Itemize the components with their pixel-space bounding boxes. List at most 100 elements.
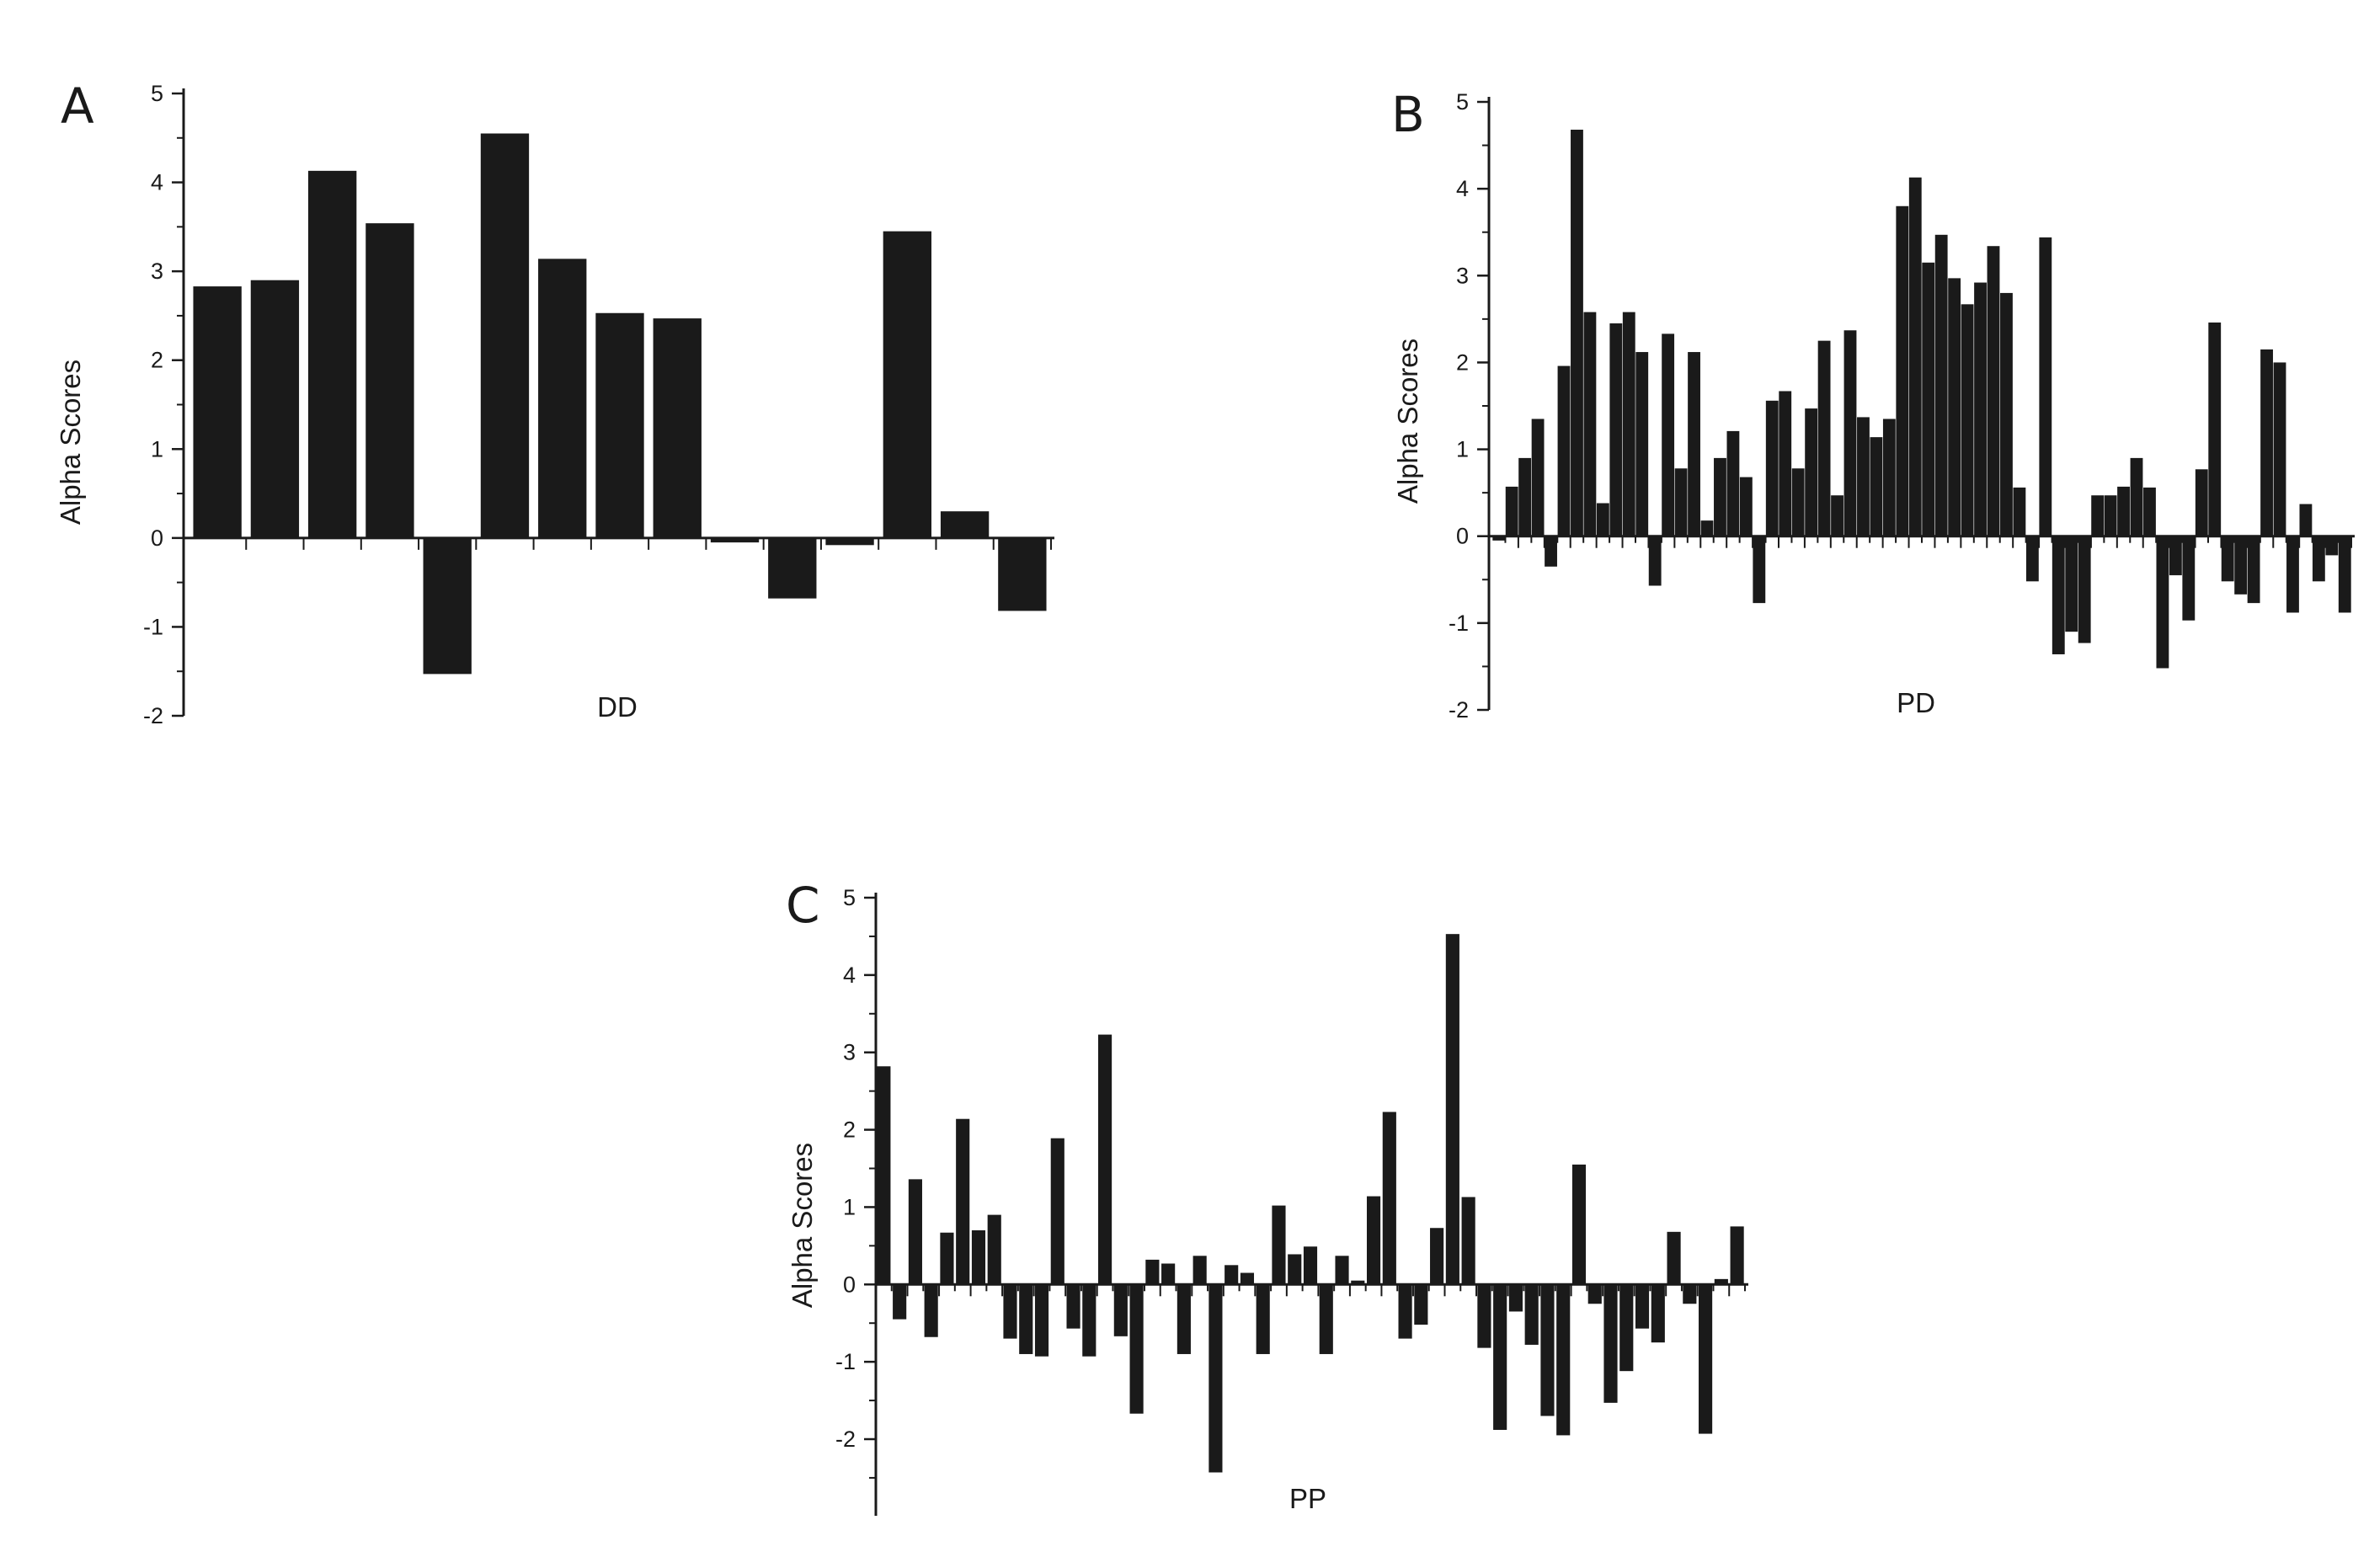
- panel-b-bar: [1805, 408, 1818, 536]
- panel-b-bar: [1492, 536, 1506, 541]
- panel-b-bar: [2182, 536, 2196, 621]
- panel-a-x-axis-title: DD: [597, 691, 638, 723]
- panel-b-bar: [2065, 536, 2078, 632]
- panel-a-y-tick-label: 3: [151, 259, 163, 284]
- panel-c-bar: [1714, 1278, 1728, 1285]
- panel-b-y-tick-label: -1: [1449, 611, 1469, 636]
- panel-b-y-tick-label: 0: [1456, 524, 1469, 549]
- panel-b-bar: [2260, 349, 2273, 536]
- panel-b-y-tick-label: 5: [1456, 89, 1469, 115]
- panel-b-y-axis-title: Alpha Scores: [1392, 339, 1423, 504]
- panel-a-bar: [423, 537, 472, 675]
- panel-b-bar: [2195, 469, 2208, 536]
- panel-c-bar: [1635, 1284, 1650, 1329]
- panel-c-bar: [1477, 1284, 1491, 1348]
- panel-c-bar: [1651, 1284, 1665, 1343]
- panel-b-bar: [1674, 468, 1688, 536]
- panel-c-y-tick-label: 2: [843, 1117, 856, 1143]
- panel-c-bar: [1619, 1284, 1634, 1372]
- panel-b-bar: [1896, 205, 1909, 536]
- panel-b-bar: [1791, 468, 1805, 536]
- panel-b-bar: [1545, 536, 1557, 567]
- panel-b-y-tick-label: 2: [1456, 349, 1469, 375]
- panel-c-bar: [1225, 1265, 1239, 1285]
- panel-b-bar: [1987, 246, 2000, 536]
- panel-c-bar: [1540, 1284, 1555, 1416]
- panel-c-bar: [1272, 1205, 1286, 1285]
- panel-a-bar: [768, 537, 817, 599]
- panel-b-bar: [1831, 495, 1843, 536]
- panel-b-bar: [1505, 486, 1518, 536]
- panel-c-bar: [1113, 1284, 1128, 1336]
- panel-b-bar: [1688, 352, 1700, 536]
- panel-c-bar: [1382, 1112, 1396, 1285]
- panel-b-bar: [2130, 457, 2143, 536]
- panel-a-y-tick-label: 0: [151, 525, 163, 551]
- panel-c-x-axis-title: PP: [1289, 1483, 1326, 1514]
- panel-b-bar: [1934, 234, 1948, 536]
- panel-a-chart: -2 -1 0 1 2 3 4 5 DD Alpha Scores A: [55, 77, 1054, 728]
- panel-b-x-axis-title: PD: [1897, 687, 1935, 718]
- panel-b-bar: [1662, 333, 1675, 536]
- panel-b-bar: [1817, 340, 1831, 536]
- panel-a-bar: [365, 223, 414, 538]
- panel-c-bar: [1193, 1256, 1207, 1285]
- panel-a-bar: [538, 259, 587, 538]
- panel-a-bar: [998, 537, 1047, 611]
- panel-b-bar: [2143, 487, 2156, 536]
- panel-c-bar: [1145, 1259, 1160, 1285]
- panel-b-letter: B: [1391, 86, 1425, 143]
- panel-c-bar: [1556, 1284, 1571, 1436]
- panel-c-bar: [1176, 1284, 1191, 1354]
- panel-c-bar: [1003, 1284, 1017, 1339]
- panel-c-bar: [987, 1214, 1001, 1285]
- panel-b-bar: [2247, 536, 2260, 604]
- panel-c-bar: [1303, 1246, 1318, 1285]
- panel-b-bar: [2312, 536, 2325, 582]
- panel-b-y-tick-label: 4: [1456, 176, 1469, 201]
- panel-a-y-tick-label: 2: [151, 348, 163, 373]
- panel-c-chart: -2 -1 0 1 2 3 4 5 PP Alpha Scores C: [786, 877, 1748, 1516]
- panel-c-bar: [1430, 1228, 1444, 1285]
- panel-a-bar: [480, 133, 530, 538]
- panel-b-bar: [1908, 177, 1922, 536]
- panel-c-bar: [1603, 1284, 1618, 1403]
- panel-c-bar: [1019, 1284, 1033, 1354]
- panel-b-bar: [2221, 536, 2234, 582]
- panel-c-bar: [1461, 1197, 1475, 1285]
- panel-b-bar: [2104, 495, 2117, 536]
- panel-b-bar: [2117, 486, 2130, 536]
- panel-b-y-tick-label: 1: [1456, 437, 1469, 462]
- panel-b-bar: [2052, 536, 2065, 654]
- panel-c-bar: [1050, 1138, 1064, 1285]
- panel-c-bar: [1129, 1284, 1144, 1414]
- panel-c-y-tick-label: -1: [835, 1349, 856, 1374]
- panel-a-y-tick-label: -2: [143, 703, 163, 728]
- panel-b-bar: [1714, 457, 1726, 536]
- panel-b-bar: [2000, 292, 2013, 536]
- panel-b-bar: [1870, 437, 1883, 536]
- panel-b-bar: [2286, 536, 2299, 613]
- panel-c-bar: [1161, 1263, 1176, 1285]
- panel-b-bar: [1882, 419, 1896, 536]
- panel-b-bar: [1726, 430, 1740, 536]
- panel-c-bar: [877, 1066, 891, 1285]
- panel-b-bar: [1531, 419, 1545, 536]
- panel-a-bar: [193, 286, 242, 538]
- panel-b-bar: [1583, 312, 1597, 536]
- panel-b-bar: [1518, 457, 1532, 536]
- panel-c-letter: C: [786, 877, 820, 934]
- panel-c-bar: [1335, 1256, 1349, 1285]
- panel-c-bar: [956, 1118, 970, 1285]
- panel-b-bar: [2273, 362, 2286, 536]
- panel-b-bar: [2299, 504, 2313, 536]
- panel-a-bar: [825, 537, 874, 546]
- panel-a-y-tick-label: 5: [151, 81, 163, 106]
- panel-c-bar: [1667, 1231, 1681, 1285]
- panel-b-bar: [2208, 322, 2222, 536]
- panel-c-y-axis-title: Alpha Scores: [787, 1143, 818, 1308]
- panel-b-bar: [2025, 536, 2039, 582]
- panel-c-bar: [1571, 1164, 1587, 1285]
- panel-c-bar: [940, 1232, 954, 1285]
